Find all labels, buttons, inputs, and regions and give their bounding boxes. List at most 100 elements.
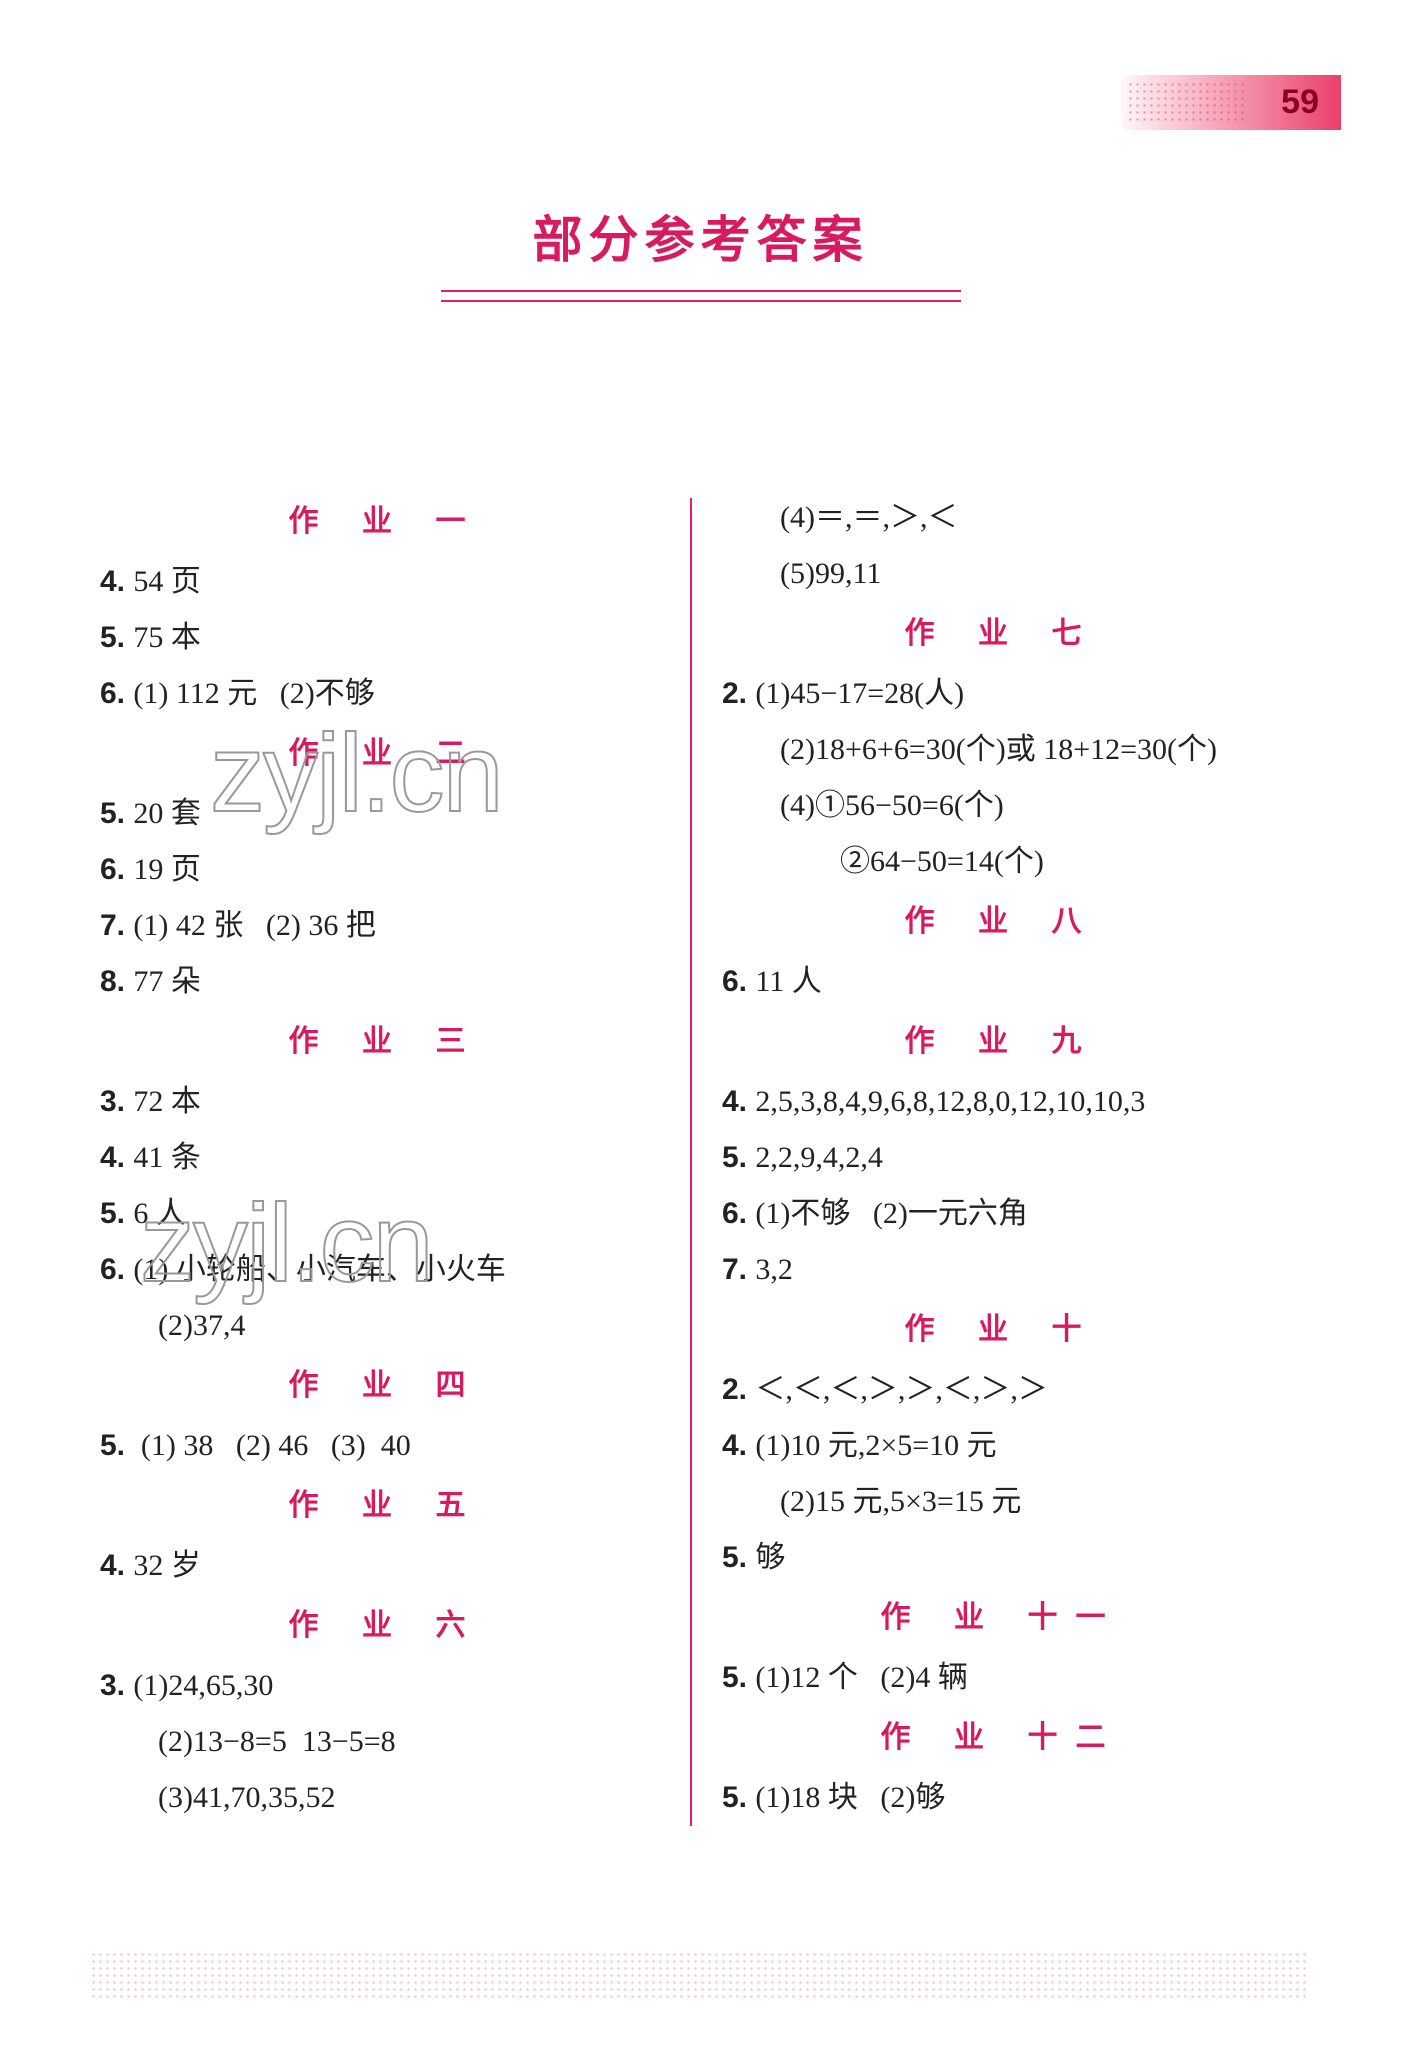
- item-number: 5.: [722, 1141, 755, 1174]
- page-title: 部分参考答案: [0, 200, 1401, 272]
- answer-line: 6. 19 页: [100, 842, 672, 898]
- section-heading: 作 业 九: [722, 1014, 1282, 1070]
- item-number: 5.: [100, 1197, 133, 1230]
- section-heading: 作 业 五: [100, 1478, 672, 1534]
- item-number: 7.: [100, 909, 133, 942]
- item-number: 4.: [100, 1141, 133, 1174]
- answer-line: 2. ＜,＜,＜,＞,＞,＜,＞,＞: [722, 1362, 1282, 1418]
- item-text: (1) 42 张 (2) 36 把: [133, 909, 375, 942]
- answer-subline: (2)37,4: [100, 1298, 672, 1354]
- answer-subline: ②64−50=14(个): [722, 834, 1282, 890]
- item-number: 4.: [100, 565, 133, 598]
- item-text: 72 本: [133, 1085, 201, 1118]
- item-number: 5.: [722, 1661, 755, 1694]
- item-text: (1)不够 (2)一元六角: [755, 1197, 1027, 1230]
- answer-line: 4. 41 条: [100, 1130, 672, 1186]
- item-number: 8.: [100, 965, 133, 998]
- item-number: 5.: [722, 1781, 755, 1814]
- item-number: 6.: [722, 965, 755, 998]
- answer-line: 5. 够: [722, 1530, 1282, 1586]
- item-number: 3.: [100, 1669, 133, 1702]
- answer-subline: (5)99,11: [722, 546, 1282, 602]
- item-text: 够: [755, 1541, 785, 1574]
- answer-line: 7. 3,2: [722, 1242, 1282, 1298]
- page-corner-badge: 59: [1121, 75, 1341, 130]
- item-text: (1) 小轮船、小汽车、小火车: [133, 1253, 505, 1286]
- section-heading: 作 业 八: [722, 894, 1282, 950]
- answer-subline: (2)15 元,5×3=15 元: [722, 1474, 1282, 1530]
- item-text: 6 人: [133, 1197, 186, 1230]
- item-text: 20 套: [133, 797, 201, 830]
- item-text: (1) 112 元 (2)不够: [133, 677, 374, 710]
- answer-subline: (4)①56−50=6(个): [722, 778, 1282, 834]
- section-heading: 作 业 十一: [722, 1590, 1282, 1646]
- item-text: (1) 38 (2) 46 (3) 40: [133, 1429, 410, 1462]
- item-number: 2.: [722, 1373, 755, 1406]
- answer-line: 6. (1) 112 元 (2)不够: [100, 666, 672, 722]
- item-text: (1)18 块 (2)够: [755, 1781, 945, 1814]
- item-text: (1)10 元,2×5=10 元: [755, 1429, 996, 1462]
- section-heading: 作 业 四: [100, 1358, 672, 1414]
- answer-subline: (2)18+6+6=30(个)或 18+12=30(个): [722, 722, 1282, 778]
- section-heading: 作 业 七: [722, 606, 1282, 662]
- item-number: 5.: [100, 621, 133, 654]
- answer-line: 4. 2,5,3,8,4,9,6,8,12,8,0,12,10,10,3: [722, 1074, 1282, 1130]
- item-number: 7.: [722, 1253, 755, 1286]
- item-number: 6.: [100, 677, 133, 710]
- section-heading: 作 业 一: [100, 494, 672, 550]
- answer-line: 3. 72 本: [100, 1074, 672, 1130]
- footer-dots: [90, 1951, 1310, 1999]
- answer-line: 5. 6 人: [100, 1186, 672, 1242]
- section-heading: 作 业 六: [100, 1598, 672, 1654]
- left-column: 作 业 一4. 54 页5. 75 本6. (1) 112 元 (2)不够作 业…: [100, 490, 690, 1826]
- answer-line: 5. 20 套: [100, 786, 672, 842]
- item-text: 3,2: [755, 1253, 793, 1286]
- item-number: 4.: [722, 1429, 755, 1462]
- item-number: 3.: [100, 1085, 133, 1118]
- title-underline: [441, 290, 961, 302]
- section-heading: 作 业 二: [100, 726, 672, 782]
- answer-subline: (3)41,70,35,52: [100, 1770, 672, 1826]
- item-text: 2,5,3,8,4,9,6,8,12,8,0,12,10,10,3: [755, 1085, 1145, 1118]
- item-text: (1)12 个 (2)4 辆: [755, 1661, 967, 1694]
- item-text: ＜,＜,＜,＞,＞,＜,＞,＞: [755, 1373, 1048, 1406]
- item-number: 5.: [722, 1541, 755, 1574]
- badge-dots: [1127, 81, 1247, 123]
- page-number: 59: [1281, 83, 1319, 122]
- item-text: 2,2,9,4,2,4: [755, 1141, 883, 1174]
- content-columns: 作 业 一4. 54 页5. 75 本6. (1) 112 元 (2)不够作 业…: [100, 490, 1300, 1826]
- item-number: 6.: [100, 1253, 133, 1286]
- answer-line: 7. (1) 42 张 (2) 36 把: [100, 898, 672, 954]
- item-text: 77 朵: [133, 965, 201, 998]
- right-column: (4)＝,＝,＞,＜(5)99,11作 业 七 2. (1)45−17=28(人)…: [692, 490, 1282, 1826]
- item-number: 4.: [100, 1549, 133, 1582]
- answer-line: 8. 77 朵: [100, 954, 672, 1010]
- item-number: 6.: [722, 1197, 755, 1230]
- answer-line: 4. 32 岁: [100, 1538, 672, 1594]
- item-text: 41 条: [133, 1141, 201, 1174]
- item-text: (1)24,65,30: [133, 1669, 273, 1702]
- answer-line: 4. (1)10 元,2×5=10 元: [722, 1418, 1282, 1474]
- answer-line: 4. 54 页: [100, 554, 672, 610]
- answer-line: 5. (1) 38 (2) 46 (3) 40: [100, 1418, 672, 1474]
- item-text: (1)45−17=28(人): [755, 677, 964, 710]
- item-text: 75 本: [133, 621, 201, 654]
- answer-subline: (2)13−8=5 13−5=8: [100, 1714, 672, 1770]
- answer-line: 6. 11 人: [722, 954, 1282, 1010]
- item-text: 11 人: [755, 965, 821, 998]
- item-number: 5.: [100, 1429, 133, 1462]
- answer-line: 6. (1)不够 (2)一元六角: [722, 1186, 1282, 1242]
- answer-line: 5. 75 本: [100, 610, 672, 666]
- answer-line: 6. (1) 小轮船、小汽车、小火车: [100, 1242, 672, 1298]
- answer-subline: (4)＝,＝,＞,＜: [722, 490, 1282, 546]
- answer-line: 5. (1)18 块 (2)够: [722, 1770, 1282, 1826]
- answer-line: 5. 2,2,9,4,2,4: [722, 1130, 1282, 1186]
- item-text: 19 页: [133, 853, 201, 886]
- section-heading: 作 业 十二: [722, 1710, 1282, 1766]
- item-number: 2.: [722, 677, 755, 710]
- item-text: 54 页: [133, 565, 201, 598]
- item-number: 4.: [722, 1085, 755, 1118]
- answer-line: 5. (1)12 个 (2)4 辆: [722, 1650, 1282, 1706]
- item-number: 6.: [100, 853, 133, 886]
- section-heading: 作 业 三: [100, 1014, 672, 1070]
